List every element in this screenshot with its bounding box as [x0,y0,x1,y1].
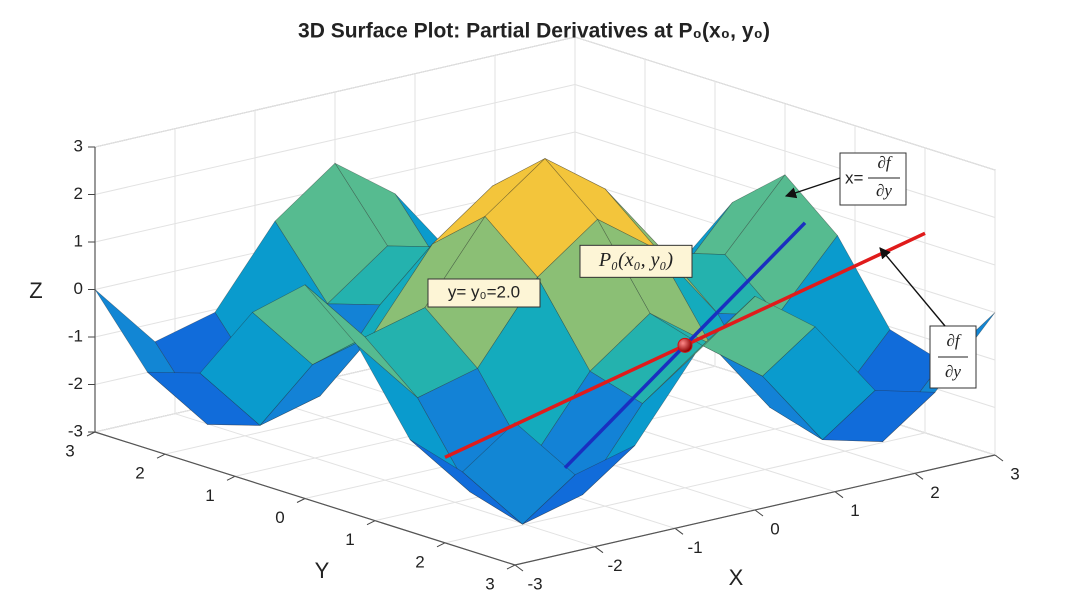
surface-patch [522,445,636,525]
fraction-denominator: ∂y [945,362,961,381]
annotation-box [427,278,541,308]
x-tick-label: -2 [607,556,622,575]
annotation-y0: y= y₀=2.0 [427,278,541,308]
x-tick-label: 1 [850,501,859,520]
grid-line [574,36,996,171]
grid-line [94,36,576,148]
axis-edge [94,431,516,566]
x-tick-label: -1 [687,538,702,557]
tick-mark [674,527,684,535]
z-tick-label: -2 [68,374,83,393]
x-axis-label: X [729,565,744,590]
chart-title: 3D Surface Plot: Partial Derivatives at … [298,20,770,43]
point-p0 [677,337,693,353]
tick-mark [86,431,96,437]
y-tick-label: 0 [275,508,284,527]
annotation-arrow [784,177,841,199]
x-tick-label: 2 [930,483,939,502]
annotation-red: ∂f ∂y [879,247,977,389]
surface-patch [821,390,936,442]
tick-mark [436,542,446,548]
y-tick-label: 2 [415,552,424,571]
z-tick-label: 3 [74,136,83,155]
z-tick-label: 2 [74,184,83,203]
tick-mark [754,509,764,517]
tick-mark [834,491,844,499]
z-axis-label: Z [29,278,42,303]
tick-mark [914,472,924,480]
surface-patch [462,422,576,525]
y-tick-label: 3 [485,574,494,593]
fraction-numerator: ∂f [946,331,961,350]
z-tick-label: 1 [74,231,83,250]
axis-edge [514,454,996,566]
x-tick-label: 3 [1010,464,1019,483]
annotation-blue: x= ∂f ∂y [784,152,907,206]
fraction-denominator: ∂y [876,181,892,200]
annotation-box [839,152,907,206]
z-tick-label: -3 [68,421,83,440]
tick-mark [226,475,236,481]
grid-line [374,410,856,522]
grid-line [94,84,576,195]
fraction-numerator: ∂f [877,153,892,172]
y-tick-label: 2 [135,464,144,483]
overlay: P₀(x₀, y₀) [444,221,926,470]
y-tick-label: 3 [65,441,74,460]
x-tick-label: -3 [527,574,542,593]
z-tick-label: 0 [74,279,83,298]
y-tick-label: 1 [205,486,214,505]
x-tick-label: 0 [770,519,779,538]
point-label: P₀(x₀, y₀) [598,249,673,271]
z-tick-label: -1 [68,326,83,345]
annotation-text: y= y₀=2.0 [448,282,520,301]
tick-mark [514,564,524,572]
tick-mark [506,564,516,570]
point-label-box [579,244,693,278]
annotation-text: x= [845,168,864,187]
tick-mark [366,520,376,526]
grid-line [574,84,996,218]
y-tick-label: 1 [345,530,354,549]
y-axis-label: Y [315,558,330,583]
grid-line [444,432,926,544]
tick-mark [156,453,166,459]
tick-mark [296,498,306,503]
tick-mark [994,454,1004,462]
annotation-arrow [879,247,946,327]
tick-mark [594,546,604,554]
